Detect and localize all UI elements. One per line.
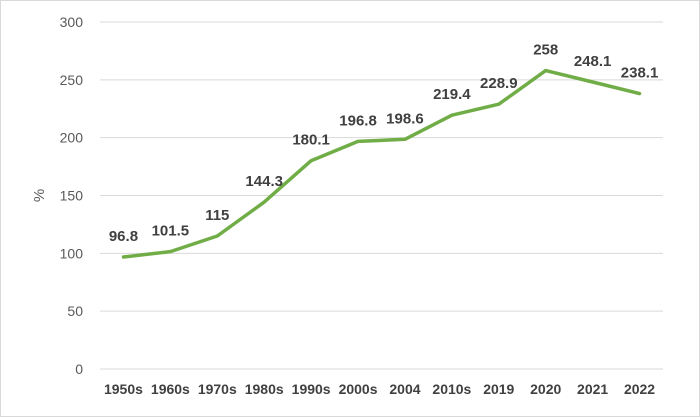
data-label: 96.8 bbox=[109, 228, 138, 245]
y-tick-label: 200 bbox=[60, 130, 84, 146]
x-tick-label: 2004 bbox=[389, 381, 420, 397]
y-tick-label: 100 bbox=[60, 245, 84, 261]
x-tick-label: 2021 bbox=[577, 381, 608, 397]
x-axis-ticks: 1950s 1960s 1970s 1980s 1990s 2000s 2004 2010s 2… bbox=[104, 381, 655, 397]
y-tick-label: 250 bbox=[60, 72, 84, 88]
series-group bbox=[121, 68, 642, 259]
x-tick-label: 2010s bbox=[432, 381, 471, 397]
y-axis-ticks: 0 50 100 150 200 250 300 bbox=[60, 14, 84, 377]
series-line bbox=[121, 68, 642, 259]
data-label: 198.6 bbox=[386, 110, 424, 127]
y-axis-label: % bbox=[31, 189, 48, 202]
y-tick-label: 150 bbox=[60, 188, 84, 204]
x-tick-label: 1960s bbox=[151, 381, 190, 397]
y-tick-label: 0 bbox=[75, 361, 83, 377]
x-tick-label: 1990s bbox=[292, 381, 331, 397]
y-tick-label: 300 bbox=[60, 14, 84, 30]
data-label: 219.4 bbox=[433, 86, 471, 103]
data-label: 248.1 bbox=[574, 53, 612, 70]
x-tick-label: 1950s bbox=[104, 381, 143, 397]
data-label: 196.8 bbox=[339, 112, 377, 129]
data-label: 180.1 bbox=[292, 132, 330, 149]
x-tick-label: 1970s bbox=[198, 381, 237, 397]
data-label: 115 bbox=[205, 207, 229, 224]
data-label: 144.3 bbox=[245, 173, 283, 190]
data-label: 258 bbox=[533, 42, 558, 59]
x-tick-label: 1980s bbox=[245, 381, 284, 397]
y-tick-label: 50 bbox=[67, 303, 83, 319]
data-labels: 96.8 101.5 115 144.3 180.1 196.8 198.6 219.4 228… bbox=[109, 42, 658, 245]
data-label: 238.1 bbox=[621, 65, 659, 82]
x-tick-label: 2019 bbox=[483, 381, 514, 397]
x-tick-label: 2020 bbox=[530, 381, 561, 397]
x-tick-label: 2022 bbox=[624, 381, 655, 397]
data-label: 101.5 bbox=[152, 223, 190, 240]
x-tick-label: 2000s bbox=[339, 381, 378, 397]
gridlines bbox=[100, 21, 663, 370]
data-label: 228.9 bbox=[480, 75, 518, 92]
